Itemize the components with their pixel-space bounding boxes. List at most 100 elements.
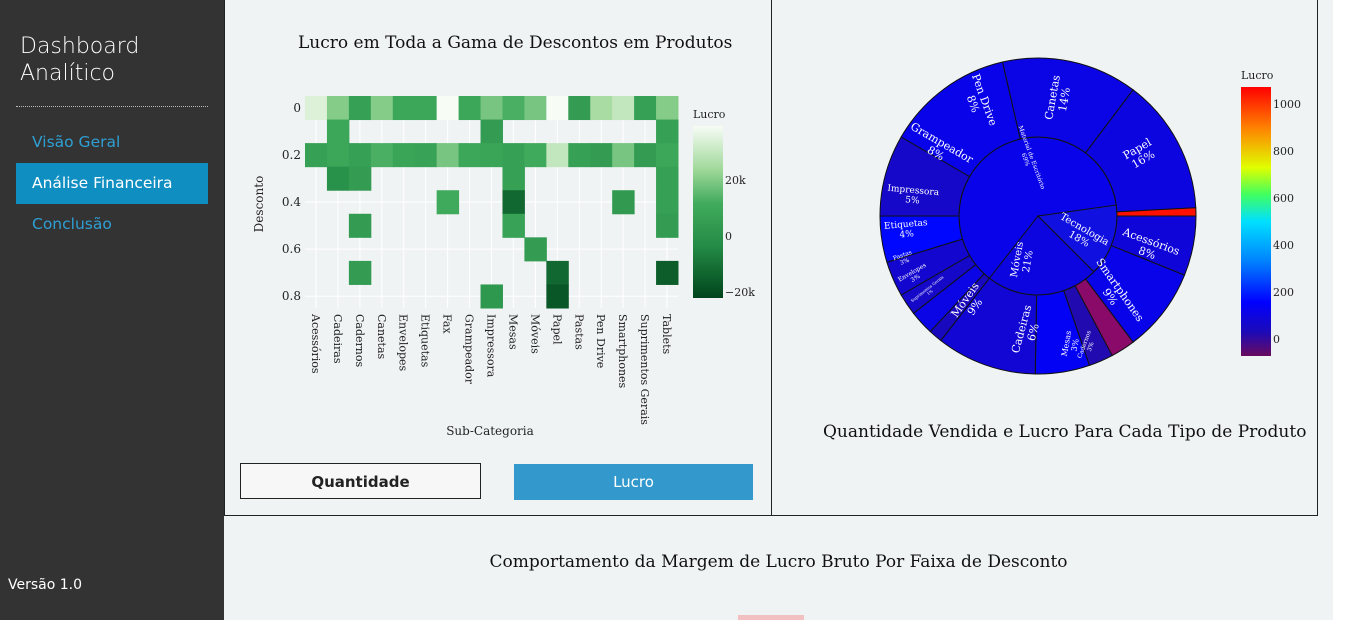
heatmap-x-tick: Suprimentos Gerais <box>638 314 651 425</box>
nav-conclusao[interactable]: Conclusão <box>32 215 112 233</box>
heatmap-cell <box>656 190 679 215</box>
heatmap-cell <box>524 237 547 262</box>
heatmap-y-tick: 0.6 <box>282 242 301 256</box>
heatmap-cell <box>590 96 613 121</box>
app-brand: Dashboard Analítico <box>20 34 140 86</box>
heatmap-panel <box>224 0 772 516</box>
quantidade-button[interactable]: Quantidade <box>240 463 481 499</box>
heatmap-colorbar-tick: 0 <box>725 230 732 243</box>
heatmap-colorbar-title: Lucro <box>693 108 726 121</box>
heatmap-cell <box>502 166 525 191</box>
heatmap-x-tick: Acessórios <box>309 313 322 374</box>
heatmap-cell <box>326 119 350 144</box>
sunburst-outer-label: Etiquetas4% <box>884 218 929 242</box>
heatmap-x-tick: Cadernos <box>353 314 366 367</box>
heatmap-cell <box>392 143 416 168</box>
bottom-chart-title: Comportamento da Margem de Lucro Bruto P… <box>489 552 1068 572</box>
heatmap-x-tick: Impressora <box>485 314 498 378</box>
heatmap-chart[interactable]: 0 0.2 0.4 0.6 0.8 Acessórios Cadeiras Cadernos C… <box>224 0 772 440</box>
nav-visao-geral[interactable]: Visão Geral <box>32 133 121 151</box>
heatmap-x-tick: Pen Drive <box>594 314 607 368</box>
heatmap-cell <box>612 96 635 121</box>
heatmap-cell <box>305 143 328 168</box>
heatmap-cell <box>370 143 394 168</box>
sunburst-outer-label: Mesas3% <box>1060 330 1082 359</box>
heatmap-cell <box>634 96 657 121</box>
sunburst-colorbar-tick: 600 <box>1273 192 1294 205</box>
heatmap-cell <box>546 96 569 121</box>
heatmap-cell <box>656 119 679 144</box>
heatmap-cell <box>568 143 591 168</box>
heatmap-x-tick: Papel <box>550 314 563 345</box>
sunburst-colorbar-tick: 400 <box>1273 239 1294 252</box>
heatmap-cell <box>656 213 679 238</box>
heatmap-x-tick: Grampeador <box>463 314 476 385</box>
heatmap-x-tick: Móveis <box>528 314 541 354</box>
heatmap-cell <box>326 166 350 191</box>
heatmap-cell <box>590 143 613 168</box>
heatmap-y-axis-title: Desconto <box>252 176 266 233</box>
heatmap-cell <box>502 190 525 215</box>
sunburst-inner-label: Móveis21% <box>1009 241 1037 280</box>
heatmap-colorbar <box>693 126 723 298</box>
heatmap-x-tick: Canetas <box>375 314 388 360</box>
heatmap-cell <box>326 143 350 168</box>
heatmap-cell <box>502 213 525 238</box>
nav-analise-financeira[interactable]: Análise Financeira <box>16 163 208 204</box>
heatmap-y-tick: 0.2 <box>282 148 301 162</box>
heatmap-cell <box>634 143 657 168</box>
heatmap-cell <box>656 260 679 285</box>
heatmap-x-axis-title: Sub-Categoria <box>446 424 534 438</box>
heatmap-x-tick: Smartphones <box>616 314 629 389</box>
heatmap-cell <box>656 143 679 168</box>
heatmap-cell <box>414 96 438 121</box>
heatmap-x-tick: Etiquetas <box>419 314 432 368</box>
sunburst-colorbar-tick: 0 <box>1273 333 1280 346</box>
sunburst-colorbar-title: Lucro <box>1241 69 1274 82</box>
heatmap-cell <box>348 166 372 191</box>
sunburst-chart[interactable]: Material de Escritório69%Tecnologia18%Mó… <box>772 0 1317 400</box>
heatmap-title: Lucro em Toda a Gama de Descontos em Pro… <box>298 33 733 53</box>
heatmap-x-tick: Cadeiras <box>331 314 344 364</box>
sunburst-colorbar-tick: 800 <box>1273 145 1294 158</box>
heatmap-cell <box>612 190 635 215</box>
heatmap-cell <box>546 260 569 285</box>
brand-divider <box>16 106 208 107</box>
bottom-chart-mark <box>738 615 804 620</box>
sunburst-colorbar <box>1241 87 1271 356</box>
heatmap-cell <box>568 96 591 121</box>
heatmap-cell <box>480 96 503 121</box>
sunburst-outer-label: Canetas14% <box>1042 74 1075 123</box>
heatmap-x-tick: Tablets <box>660 314 673 355</box>
heatmap-colorbar-tick: −20k <box>725 286 755 299</box>
heatmap-cell <box>414 143 438 168</box>
heatmap-x-tick: Fax <box>441 314 454 334</box>
heatmap-cell <box>546 284 569 309</box>
lucro-button[interactable]: Lucro <box>514 464 753 500</box>
scroll-thumb[interactable] <box>1338 0 1347 400</box>
sidebar: Dashboard Analítico Visão Geral Análise … <box>0 0 224 620</box>
sunburst-colorbar-tick: 1000 <box>1273 98 1301 111</box>
heatmap-cell <box>656 166 679 191</box>
heatmap-cell <box>612 143 635 168</box>
heatmap-cell <box>480 119 503 144</box>
heatmap-cell <box>480 143 503 168</box>
heatmap-cell <box>524 96 547 121</box>
heatmap-cell <box>436 96 460 121</box>
heatmap-colorbar-tick: 20k <box>725 174 746 187</box>
sunburst-colorbar-tick: 200 <box>1273 286 1294 299</box>
heatmap-y-tick: 0.4 <box>282 195 301 209</box>
heatmap-cell <box>348 260 372 285</box>
heatmap-cell <box>305 96 328 121</box>
heatmap-y-tick: 0.8 <box>282 289 301 303</box>
heatmap-cell <box>436 190 460 215</box>
heatmap-x-tick: Pastas <box>572 314 585 350</box>
heatmap-cell <box>502 96 525 121</box>
heatmap-cell <box>392 96 416 121</box>
sunburst-outer-label: Impressora5% <box>886 184 940 208</box>
heatmap-cell <box>436 143 460 168</box>
version-label: Versão 1.0 <box>8 577 83 593</box>
sunburst-segment <box>900 61 1021 178</box>
heatmap-cell <box>458 143 482 168</box>
heatmap-cell <box>502 143 525 168</box>
